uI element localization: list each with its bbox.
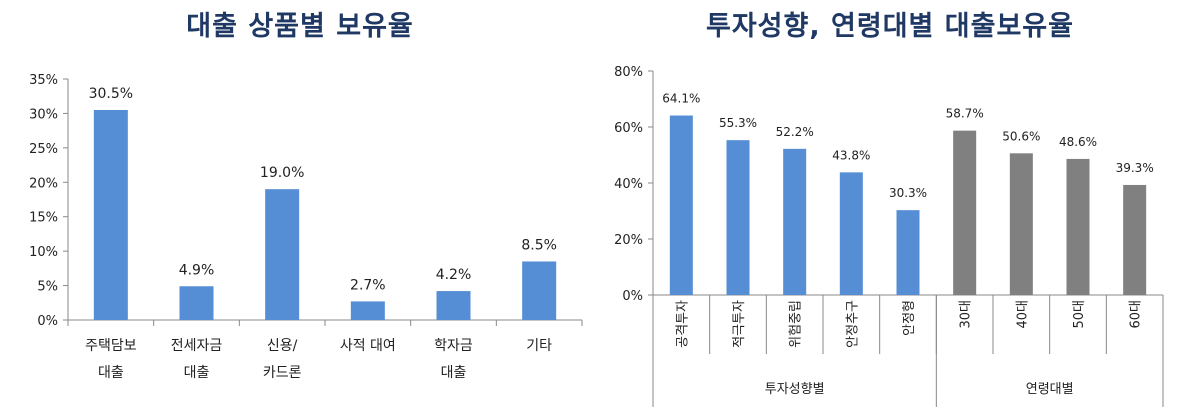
bar [953,130,977,295]
data-label: 4.9% [179,262,215,278]
data-label: 30.5% [89,86,133,102]
data-label: 4.2% [436,267,472,283]
bar [1066,158,1090,295]
category-label: 카드론 [263,365,302,381]
y-tick-label: 40% [614,177,643,192]
y-tick-label: 0% [37,314,58,329]
group-label: 연령대별 [1026,382,1074,397]
y-tick-label: 60% [614,121,643,136]
y-tick-label: 5% [37,280,58,295]
data-label: 39.3% [1116,161,1154,175]
category-label: 대출 [98,365,124,381]
right-bar-chart: 0% 20% 40% 60% 80% 64.1% 공격투자 55.3% 적극투자 52.2% 위험중… [614,65,1164,407]
data-label: 64.1% [662,92,700,106]
bar [783,148,807,295]
category-label: 학자금 [434,338,473,354]
data-label: 52.2% [776,125,814,139]
bar [179,286,214,320]
data-label: 48.6% [1059,135,1097,149]
category-label: 주택담보 [85,338,137,354]
bar [93,109,128,320]
chart-title-investment-age: 투자성향, 연령대별 대출보유율 [706,11,1074,42]
category-label: 기타 [526,338,552,354]
bar [436,291,471,320]
data-label: 8.5% [521,237,557,253]
data-label: 19.0% [260,165,304,181]
category-label: 대출 [184,365,210,381]
category-label: 신용/ [267,338,298,354]
bar [839,172,863,295]
bar [669,115,693,296]
y-tick-label: 10% [29,245,58,260]
chart-title-loan-products: 대출 상품별 보유율 [186,11,414,42]
y-tick-label: 25% [29,142,58,157]
category-label: 50대 [1072,300,1087,329]
category-label: 안정형 [902,300,917,336]
y-tick-label: 15% [29,211,58,226]
y-tick-label: 20% [614,233,643,248]
category-label: 전세자금 [171,338,223,354]
bar [1123,184,1147,295]
group-label: 투자성향별 [765,382,825,397]
y-tick-label: 80% [614,65,643,80]
category-label: 공격투자 [675,300,690,348]
y-tick-label: 0% [622,289,643,304]
category-label: 대출 [441,365,467,381]
bar [522,261,557,320]
bar [350,301,385,320]
data-label: 30.3% [889,186,927,200]
y-tick-label: 35% [29,73,58,88]
y-tick-label: 30% [29,107,58,122]
data-label: 2.7% [350,277,386,293]
data-label: 43.8% [832,148,870,162]
bar [896,210,920,295]
bar [726,140,750,295]
category-label: 적극투자 [732,300,747,348]
data-label: 55.3% [719,116,757,130]
y-tick-label: 20% [29,176,58,191]
data-label: 58.7% [946,107,984,121]
bar [1009,153,1033,295]
category-label: 위험중립 [789,300,804,348]
data-label: 50.6% [1002,129,1040,143]
category-label: 40대 [1015,300,1030,329]
category-label: 안정추구 [845,300,860,348]
category-label: 60대 [1129,300,1144,329]
bar [265,189,300,320]
category-label: 30대 [959,300,974,329]
category-label: 사적 대여 [340,338,396,354]
